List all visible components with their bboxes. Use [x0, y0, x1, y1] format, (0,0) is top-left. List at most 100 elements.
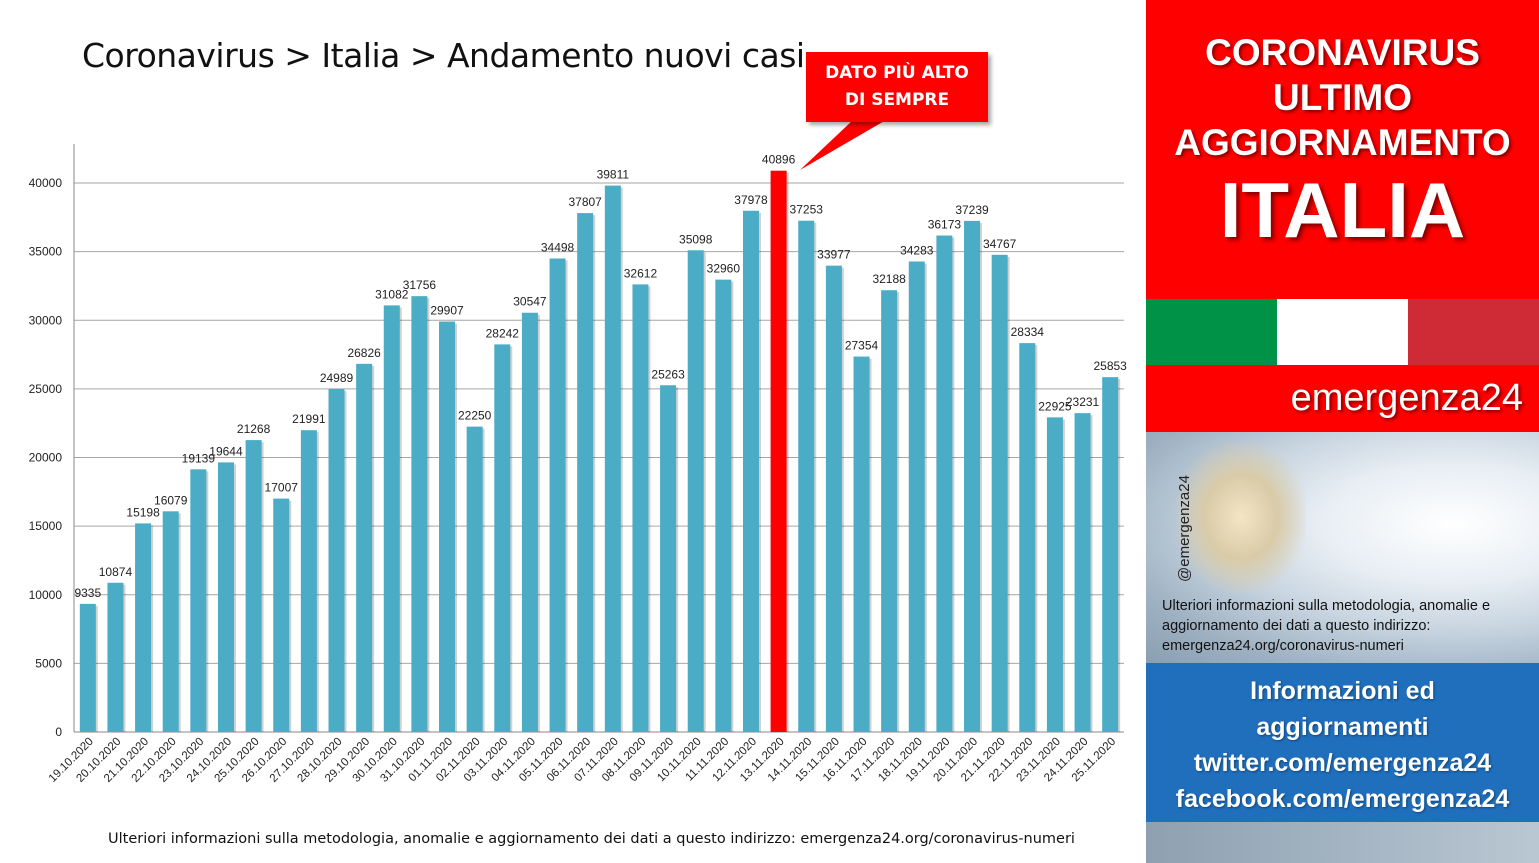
- bar: [466, 426, 483, 732]
- bar: [964, 220, 981, 733]
- bar-value-label: 10874: [99, 565, 133, 579]
- flag-red: [1408, 299, 1539, 365]
- flag-green: [1146, 299, 1277, 365]
- bar: [300, 430, 317, 732]
- side-panel: CORONAVIRUS ULTIMO AGGIORNAMENTO ITALIA …: [1146, 0, 1539, 863]
- bar-value-label: 15198: [126, 505, 160, 519]
- bar: [162, 511, 179, 732]
- bar-value-label: 19644: [209, 444, 243, 458]
- side-bottom-strip: [1146, 822, 1539, 863]
- bar: [135, 523, 152, 732]
- bar-value-label: 37253: [790, 203, 824, 217]
- y-tick-label: 25000: [29, 382, 63, 396]
- banner-line-2: ULTIMO: [1272, 77, 1413, 118]
- bar: [439, 321, 456, 732]
- bar-value-label: 35098: [679, 232, 713, 246]
- bar-value-label: 28242: [486, 326, 520, 340]
- chart-area: Coronavirus > Italia > Andamento nuovi c…: [28, 36, 1128, 847]
- bar: [245, 440, 262, 732]
- bar-value-label: 32188: [872, 272, 906, 286]
- bar-highlight: [770, 170, 787, 732]
- bar-value-label: 33977: [817, 248, 851, 262]
- bar-value-label: 22925: [1038, 399, 1072, 413]
- bar-value-label: 36173: [928, 218, 962, 232]
- photo-blur: [1176, 442, 1306, 592]
- facebook-link[interactable]: facebook.com/emergenza24: [1175, 785, 1510, 813]
- bar-value-label: 37978: [734, 193, 768, 207]
- bar: [1019, 343, 1036, 732]
- bar: [273, 498, 290, 732]
- bar-value-label: 23231: [1066, 395, 1100, 409]
- bar: [217, 462, 234, 732]
- highest-value-callout: DATO PIÙ ALTO DI SEMPRE: [806, 52, 988, 122]
- brand-bar: emergenza24: [1146, 365, 1539, 432]
- bar: [577, 213, 594, 732]
- bar-value-label: 29907: [430, 304, 464, 318]
- bar: [356, 363, 373, 732]
- bar-value-label: 24989: [320, 371, 354, 385]
- y-tick-label: 40000: [29, 176, 63, 190]
- callout-pointer: [800, 120, 886, 170]
- callout-line-1: DATO PIÙ ALTO: [825, 63, 969, 83]
- bar: [1074, 413, 1091, 732]
- y-tick-label: 35000: [29, 245, 63, 259]
- callout-line-2: DI SEMPRE: [844, 90, 950, 110]
- bar: [1046, 417, 1063, 732]
- x-tick-labels: 19.10.202020.10.202021.10.202022.10.2020…: [47, 736, 1119, 785]
- banner-line-1: CORONAVIRUS: [1205, 32, 1480, 73]
- bar-value-label: 17007: [265, 481, 299, 495]
- flag-white: [1277, 299, 1408, 365]
- bar-value-label: 28334: [1011, 325, 1045, 339]
- bar-value-label: 31756: [403, 278, 437, 292]
- bar: [853, 356, 870, 732]
- bar-value-label: 22250: [458, 409, 492, 423]
- bar-value-label: 31082: [375, 287, 409, 301]
- promo-line-2: aggiornamenti: [1256, 713, 1429, 741]
- bar-value-label: 39811: [597, 168, 630, 182]
- side-info-text: Ulteriori informazioni sulla metodologia…: [1162, 598, 1491, 654]
- y-tick-label: 10000: [29, 588, 63, 602]
- bar-value-label: 32612: [624, 266, 658, 280]
- banner-line-3: AGGIORNAMENTO: [1174, 122, 1511, 163]
- bar-value-label: 37239: [955, 203, 989, 217]
- y-tick-labels: 0 5000 10000 15000 20000 25000 30000 35000 40000: [29, 176, 63, 739]
- bar: [383, 305, 400, 732]
- bar: [881, 290, 898, 732]
- bar: [936, 235, 953, 732]
- bar: [549, 258, 566, 732]
- bar-value-label: 21991: [292, 412, 326, 426]
- y-tick-label: 15000: [29, 519, 63, 533]
- bar-value-label: 40896: [762, 153, 796, 167]
- bar: [328, 389, 345, 732]
- bar: [991, 254, 1008, 732]
- bar-value-label: 32960: [707, 262, 741, 276]
- bar-value-label: 9335: [74, 586, 101, 600]
- twitter-link[interactable]: twitter.com/emergenza24: [1193, 749, 1492, 777]
- bar: [715, 279, 732, 732]
- bar-value-label: 37807: [568, 195, 602, 209]
- bar: [604, 185, 621, 733]
- bar-value-label: 21268: [237, 422, 271, 436]
- bar: [411, 296, 428, 732]
- background-photo: [1146, 432, 1539, 663]
- social-handle: @emergenza24: [1176, 475, 1193, 582]
- update-banner: CORONAVIRUS ULTIMO AGGIORNAMENTO ITALIA: [1146, 0, 1539, 299]
- bar: [494, 344, 511, 732]
- chart-title: Coronavirus > Italia > Andamento nuovi c…: [82, 36, 805, 75]
- bar-value-label: 25263: [651, 367, 685, 381]
- bar: [908, 261, 925, 732]
- bar: [521, 312, 538, 732]
- bar-value-label: 19139: [182, 451, 216, 465]
- bar-value-label: 30547: [513, 295, 547, 309]
- bars: [79, 170, 1121, 733]
- bar: [687, 250, 704, 732]
- bar: [660, 385, 677, 732]
- brand-name: emergenza24: [1290, 377, 1523, 419]
- promo-line-1: Informazioni ed: [1250, 677, 1435, 705]
- bar: [1102, 377, 1119, 732]
- bar-value-label: 26826: [347, 346, 381, 360]
- y-tick-label: 20000: [29, 451, 63, 465]
- bar: [79, 603, 96, 732]
